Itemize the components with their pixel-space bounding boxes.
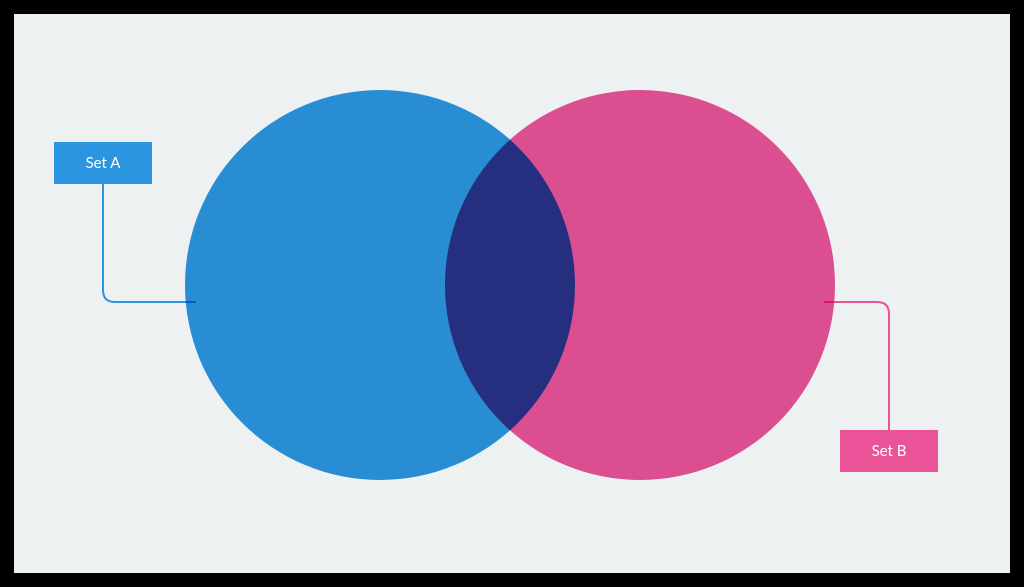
- connector-b-path: [824, 302, 889, 430]
- label-box-a: Set A: [54, 142, 152, 184]
- label-a-text: Set A: [86, 154, 121, 172]
- label-b-text: Set B: [872, 442, 907, 460]
- label-box-b: Set B: [840, 430, 938, 472]
- venn-circle-b: [445, 90, 835, 480]
